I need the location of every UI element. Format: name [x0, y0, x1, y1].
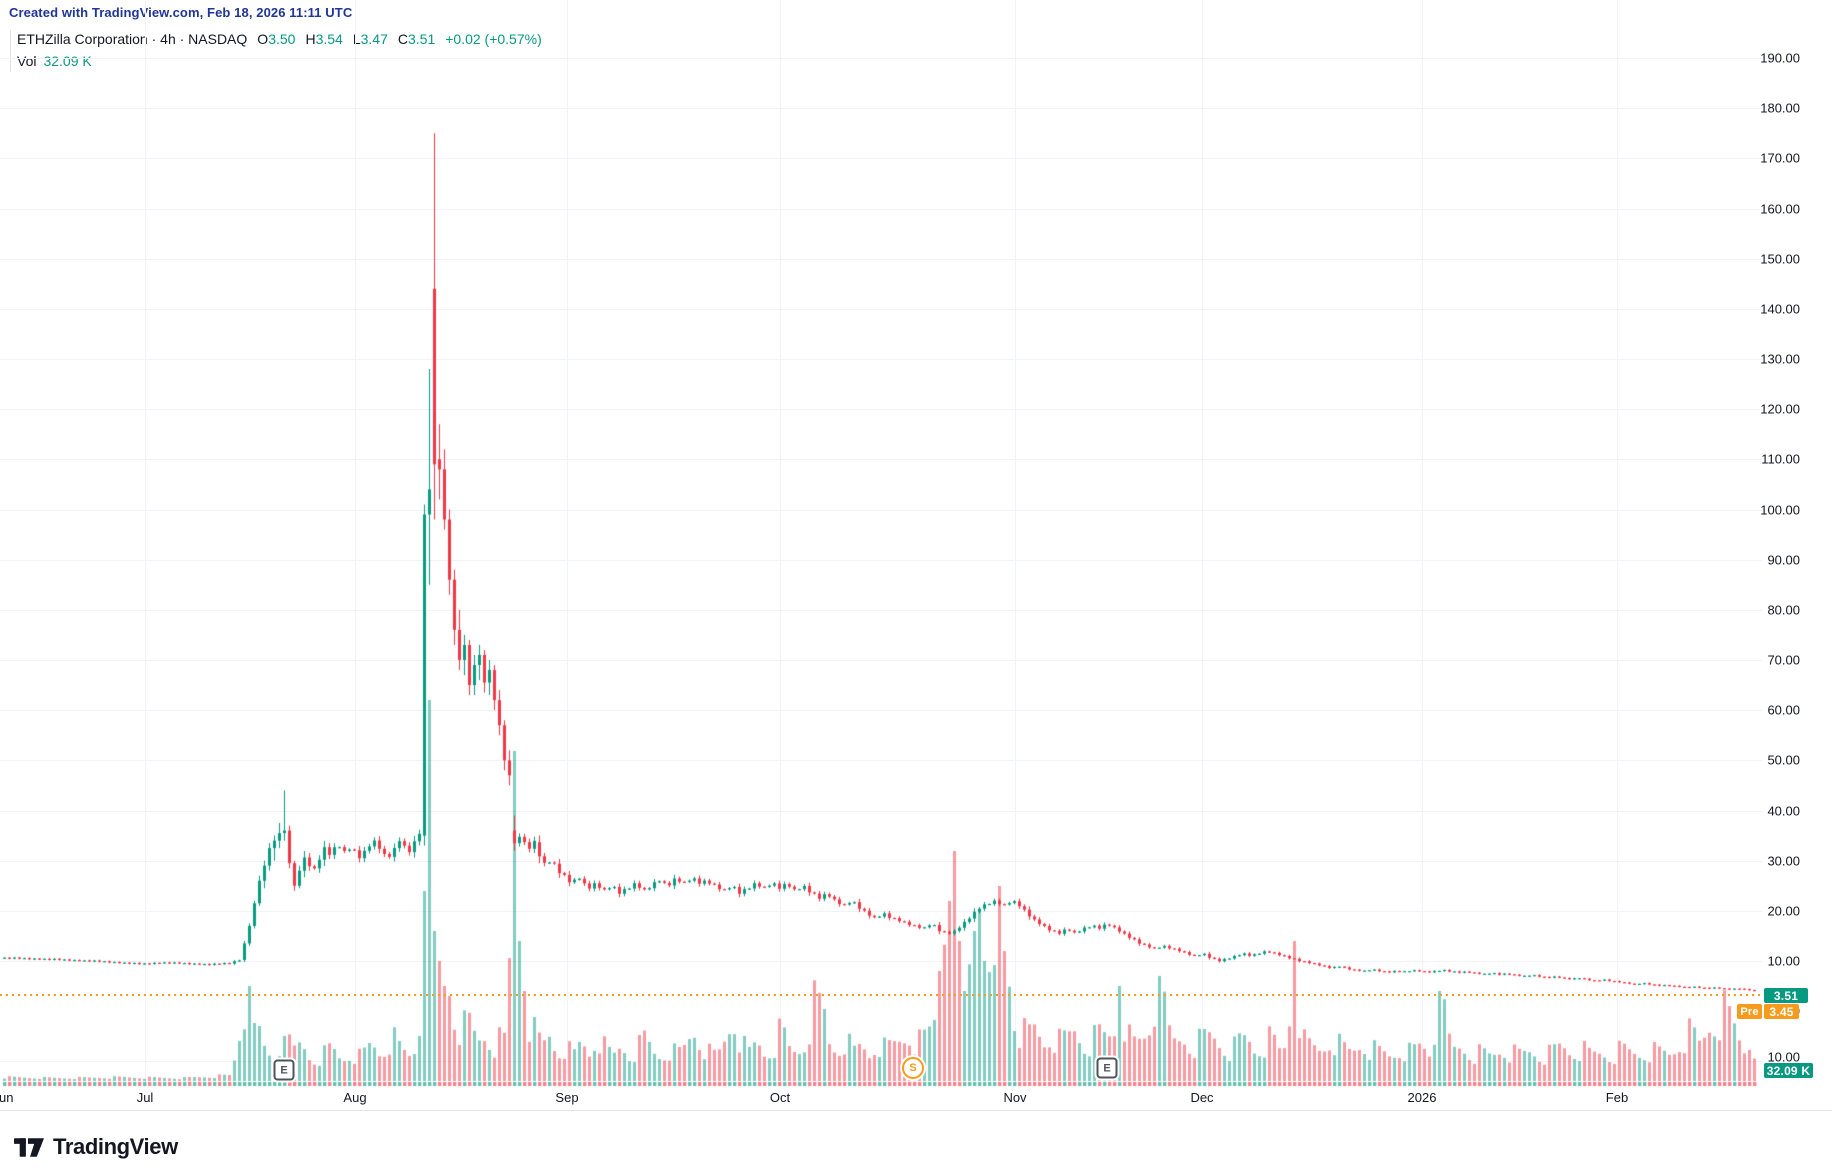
premarket-price-line: [0, 994, 1762, 996]
price-tick-label: 90.00: [1767, 552, 1800, 568]
price-tick-label: 40.00: [1767, 803, 1800, 818]
time-tick-label: Sep: [555, 1090, 579, 1105]
price-tick-label: 130.00: [1760, 351, 1800, 367]
price-tick-label: 70.00: [1767, 652, 1800, 668]
time-tick-label: Dec: [1190, 1090, 1214, 1105]
price-tick-label: 30.00: [1767, 853, 1800, 869]
last-price-badge: 3.51: [1764, 988, 1808, 1003]
price-tick-label: 50.00: [1767, 752, 1800, 768]
earnings-marker[interactable]: E: [273, 1059, 295, 1081]
bottom-separator: [0, 1110, 1832, 1111]
time-tick-label: Oct: [769, 1090, 791, 1105]
tradingview-logo-text: TradingView: [53, 1134, 178, 1159]
price-tick-label: 140.00: [1760, 301, 1800, 317]
price-tick-label: 100.00: [1760, 502, 1800, 517]
price-tick-label: 180.00: [1760, 100, 1800, 116]
volume-axis-label: 10.00: [1767, 1049, 1800, 1065]
price-tick-label: 120.00: [1760, 401, 1800, 417]
price-tick-label: 60.00: [1767, 702, 1800, 718]
time-tick-label: Nov: [1003, 1090, 1027, 1105]
tradingview-logo[interactable]: TradingView: [14, 1134, 178, 1160]
price-tick-label: 20.00: [1767, 903, 1800, 919]
premarket-price-badge: 3.45: [1764, 1004, 1799, 1019]
price-tick-label: 150.00: [1760, 251, 1800, 267]
time-tick-label: Feb: [1605, 1090, 1629, 1105]
time-tick-label: Aug: [343, 1090, 367, 1105]
price-tick-label: 110.00: [1761, 451, 1800, 467]
current-volume-badge: 32.09 K: [1764, 1063, 1813, 1078]
price-tick-label: 190.00: [1760, 50, 1800, 66]
split-marker[interactable]: S: [902, 1057, 924, 1079]
tradingview-logo-icon: [14, 1137, 44, 1157]
premarket-chip: Pre: [1737, 1004, 1762, 1019]
time-tick-label: Jul: [136, 1090, 154, 1105]
time-tick-label: 2026: [1407, 1090, 1437, 1105]
price-tick-label: 160.00: [1760, 201, 1800, 216]
price-tick-label: 170.00: [1760, 150, 1800, 166]
earnings-marker[interactable]: E: [1096, 1057, 1118, 1079]
price-tick-label: 80.00: [1767, 602, 1800, 618]
time-tick-label: Jun: [0, 1090, 14, 1105]
price-tick-label: 10.00: [1767, 953, 1800, 969]
